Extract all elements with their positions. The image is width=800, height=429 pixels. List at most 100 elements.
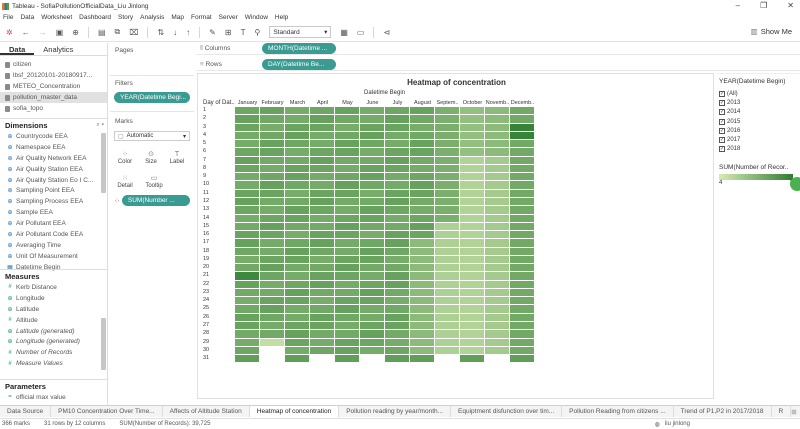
- data-source-sofia-topo[interactable]: sofia_topo: [0, 103, 107, 114]
- heatmap-cell[interactable]: [285, 107, 309, 115]
- heatmap-cell[interactable]: [310, 107, 334, 115]
- heatmap-cell[interactable]: [510, 173, 534, 181]
- heatmap-cell[interactable]: [460, 338, 484, 346]
- heatmap-cell[interactable]: [335, 115, 359, 123]
- heatmap-cell[interactable]: [360, 272, 384, 280]
- heatmap-cell[interactable]: [260, 197, 284, 206]
- heatmap-cell[interactable]: [385, 206, 409, 214]
- heatmap-cell[interactable]: [485, 239, 509, 247]
- heatmap-cell[interactable]: [335, 131, 359, 140]
- heatmap-cell[interactable]: [435, 346, 459, 355]
- heatmap-cell[interactable]: [510, 280, 534, 288]
- heatmap-cell[interactable]: [510, 115, 534, 123]
- heatmap-cell[interactable]: [360, 148, 384, 156]
- heatmap-cell[interactable]: [360, 346, 384, 355]
- heatmap-cell[interactable]: [235, 247, 259, 255]
- heatmap-cell[interactable]: [435, 131, 459, 140]
- heatmap-cell[interactable]: [285, 156, 309, 164]
- heatmap-cell[interactable]: [235, 181, 259, 189]
- heatmap-cell[interactable]: [460, 247, 484, 255]
- heatmap-cell[interactable]: [485, 247, 509, 255]
- menu-help[interactable]: Help: [274, 14, 289, 21]
- heatmap-cell[interactable]: [510, 164, 534, 173]
- measure-field[interactable]: # Measure Values: [0, 358, 107, 369]
- heatmap-cell[interactable]: [335, 322, 359, 330]
- heatmap-cell[interactable]: [510, 305, 534, 313]
- heatmap-cell[interactable]: [285, 255, 309, 264]
- dimension-field[interactable]: ⊕ Air Pollutant Code EEA: [0, 229, 107, 240]
- heatmap-cell[interactable]: [510, 346, 534, 355]
- menu-format[interactable]: Format: [191, 14, 212, 21]
- heatmap-cell[interactable]: [260, 322, 284, 330]
- heatmap-cell[interactable]: [460, 322, 484, 330]
- sheet-tab[interactable]: R: [772, 406, 792, 417]
- heatmap-cell[interactable]: [385, 131, 409, 140]
- heatmap-cell[interactable]: [385, 322, 409, 330]
- heatmap-cell[interactable]: [410, 305, 434, 313]
- heatmap-cell[interactable]: [285, 206, 309, 214]
- heatmap-cell[interactable]: [260, 247, 284, 255]
- dimension-field[interactable]: ⊕ Countrycode EEA: [0, 131, 107, 142]
- heatmap-cell[interactable]: [235, 222, 259, 231]
- heatmap-cell[interactable]: [460, 156, 484, 164]
- status-user[interactable]: ◍ liu jinlong: [655, 421, 800, 428]
- menu-data[interactable]: Data: [20, 14, 35, 21]
- heatmap-cell[interactable]: [410, 255, 434, 264]
- heatmap-cell[interactable]: [360, 313, 384, 322]
- sheet-tab[interactable]: Pollution Reading from citizens ...: [562, 406, 674, 417]
- heatmap-cell[interactable]: [385, 156, 409, 164]
- heatmap-cell[interactable]: [435, 148, 459, 156]
- heatmap-cell[interactable]: [410, 231, 434, 239]
- heatmap-cell[interactable]: [435, 164, 459, 173]
- menu-analysis[interactable]: Analysis: [140, 14, 165, 21]
- heatmap-cell[interactable]: [360, 115, 384, 123]
- dimensions-scrollbar[interactable]: [101, 133, 106, 193]
- minimize-icon[interactable]: –: [735, 1, 741, 10]
- dimension-field[interactable]: ▦ Datetime Begin: [0, 262, 107, 273]
- heatmap-cell[interactable]: [435, 181, 459, 189]
- heatmap-cell[interactable]: [485, 197, 509, 206]
- heatmap-cell[interactable]: [260, 222, 284, 231]
- marks-pill-sum-records[interactable]: SUM(Number ...: [121, 195, 190, 206]
- heatmap-cell[interactable]: [285, 247, 309, 255]
- heatmap-cell[interactable]: [510, 156, 534, 164]
- heatmap-cell[interactable]: [235, 272, 259, 280]
- heatmap-cell[interactable]: [510, 140, 534, 148]
- back-icon[interactable]: ←: [21, 27, 30, 37]
- heatmap-cell[interactable]: [435, 330, 459, 338]
- heatmap-cell[interactable]: [360, 288, 384, 297]
- heatmap-cell[interactable]: [360, 140, 384, 148]
- highlight-icon[interactable]: ✎: [209, 27, 216, 37]
- swap-axes-icon[interactable]: ⇅: [157, 27, 165, 37]
- heatmap-cell[interactable]: [435, 338, 459, 346]
- heatmap-cell[interactable]: [310, 313, 334, 322]
- heatmap-cell[interactable]: [510, 214, 534, 222]
- mark-type-select[interactable]: ▢ Automatic ▾: [114, 131, 190, 141]
- heatmap-cell[interactable]: [485, 264, 509, 272]
- heatmap-cell[interactable]: [510, 288, 534, 297]
- heatmap-cell[interactable]: [385, 222, 409, 231]
- heatmap-cell[interactable]: [235, 288, 259, 297]
- heatmap-cell[interactable]: [335, 222, 359, 231]
- heatmap-cell[interactable]: [360, 214, 384, 222]
- close-icon[interactable]: ✕: [787, 1, 794, 10]
- heatmap-cell[interactable]: [335, 189, 359, 197]
- heatmap-cell[interactable]: [235, 214, 259, 222]
- heatmap-cell[interactable]: [460, 197, 484, 206]
- heatmap-cell[interactable]: [435, 115, 459, 123]
- heatmap-cell[interactable]: [485, 297, 509, 305]
- sheet-tab[interactable]: Affects of Altitude Station: [163, 406, 250, 417]
- heatmap-cell[interactable]: [435, 189, 459, 197]
- year-filter-option[interactable]: ✓ 2016: [716, 126, 800, 135]
- heatmap-cell[interactable]: [510, 189, 534, 197]
- heatmap-cell[interactable]: [510, 239, 534, 247]
- heatmap-cell[interactable]: [435, 264, 459, 272]
- heatmap-cell[interactable]: [335, 288, 359, 297]
- heatmap-cell[interactable]: [285, 305, 309, 313]
- color-legend-handle[interactable]: [790, 177, 800, 191]
- heatmap-cell[interactable]: [260, 272, 284, 280]
- heatmap-cell[interactable]: [235, 305, 259, 313]
- maximize-icon[interactable]: ❐: [760, 1, 768, 10]
- heatmap-cell[interactable]: [310, 305, 334, 313]
- heatmap-cell[interactable]: [385, 255, 409, 264]
